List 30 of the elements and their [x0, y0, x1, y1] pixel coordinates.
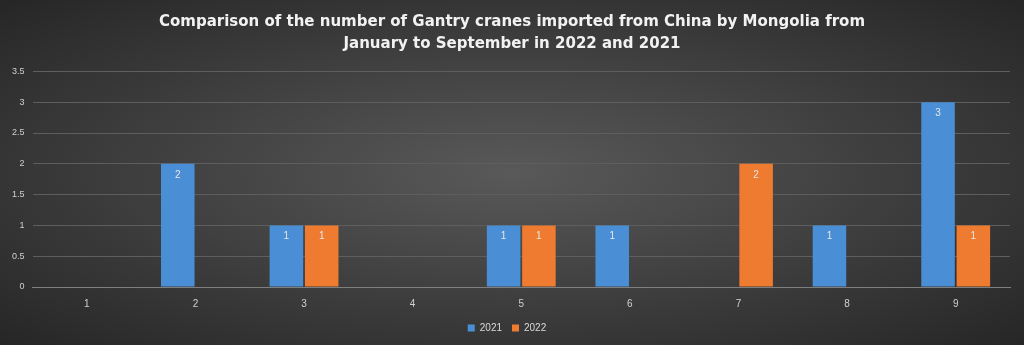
data-label: 1 [283, 230, 290, 242]
data-label: 1 [536, 230, 543, 242]
x-tick-label: 9 [952, 297, 959, 309]
data-label: 1 [826, 230, 833, 242]
y-tick-label: 1 [19, 219, 25, 230]
x-tick-label: 3 [301, 297, 308, 309]
y-tick-label: 1.5 [12, 189, 25, 200]
data-label: 1 [609, 230, 616, 242]
y-tick-label: 3.5 [12, 65, 25, 76]
data-label: 1 [970, 230, 977, 242]
y-tick-label: 2 [19, 158, 25, 169]
x-tick-label: 2 [192, 297, 199, 309]
x-tick-label: 7 [735, 297, 742, 309]
data-label: 1 [318, 230, 325, 242]
data-label: 2 [753, 168, 760, 180]
y-tick-label: 0.5 [12, 250, 25, 261]
x-tick-label: 8 [844, 297, 851, 309]
data-label: 2 [175, 168, 181, 180]
legend-label: 2021 [479, 321, 503, 333]
chart-title: Comparison of the number of Gantry cranes imported from China by Mongolia from January to September in 2022 and 2021 [157, 11, 867, 54]
x-tick-label: 1 [84, 297, 91, 309]
y-tick-label: 2.5 [12, 127, 25, 138]
y-tick-label: 3 [19, 96, 25, 107]
data-label: 1 [500, 230, 507, 242]
x-tick-label: 4 [409, 297, 416, 309]
x-tick-label: 6 [627, 297, 634, 309]
x-tick-label: 5 [518, 297, 525, 309]
data-label: 3 [935, 106, 942, 118]
legend-label: 2022 [524, 321, 547, 333]
y-tick-label: 0 [19, 281, 25, 292]
